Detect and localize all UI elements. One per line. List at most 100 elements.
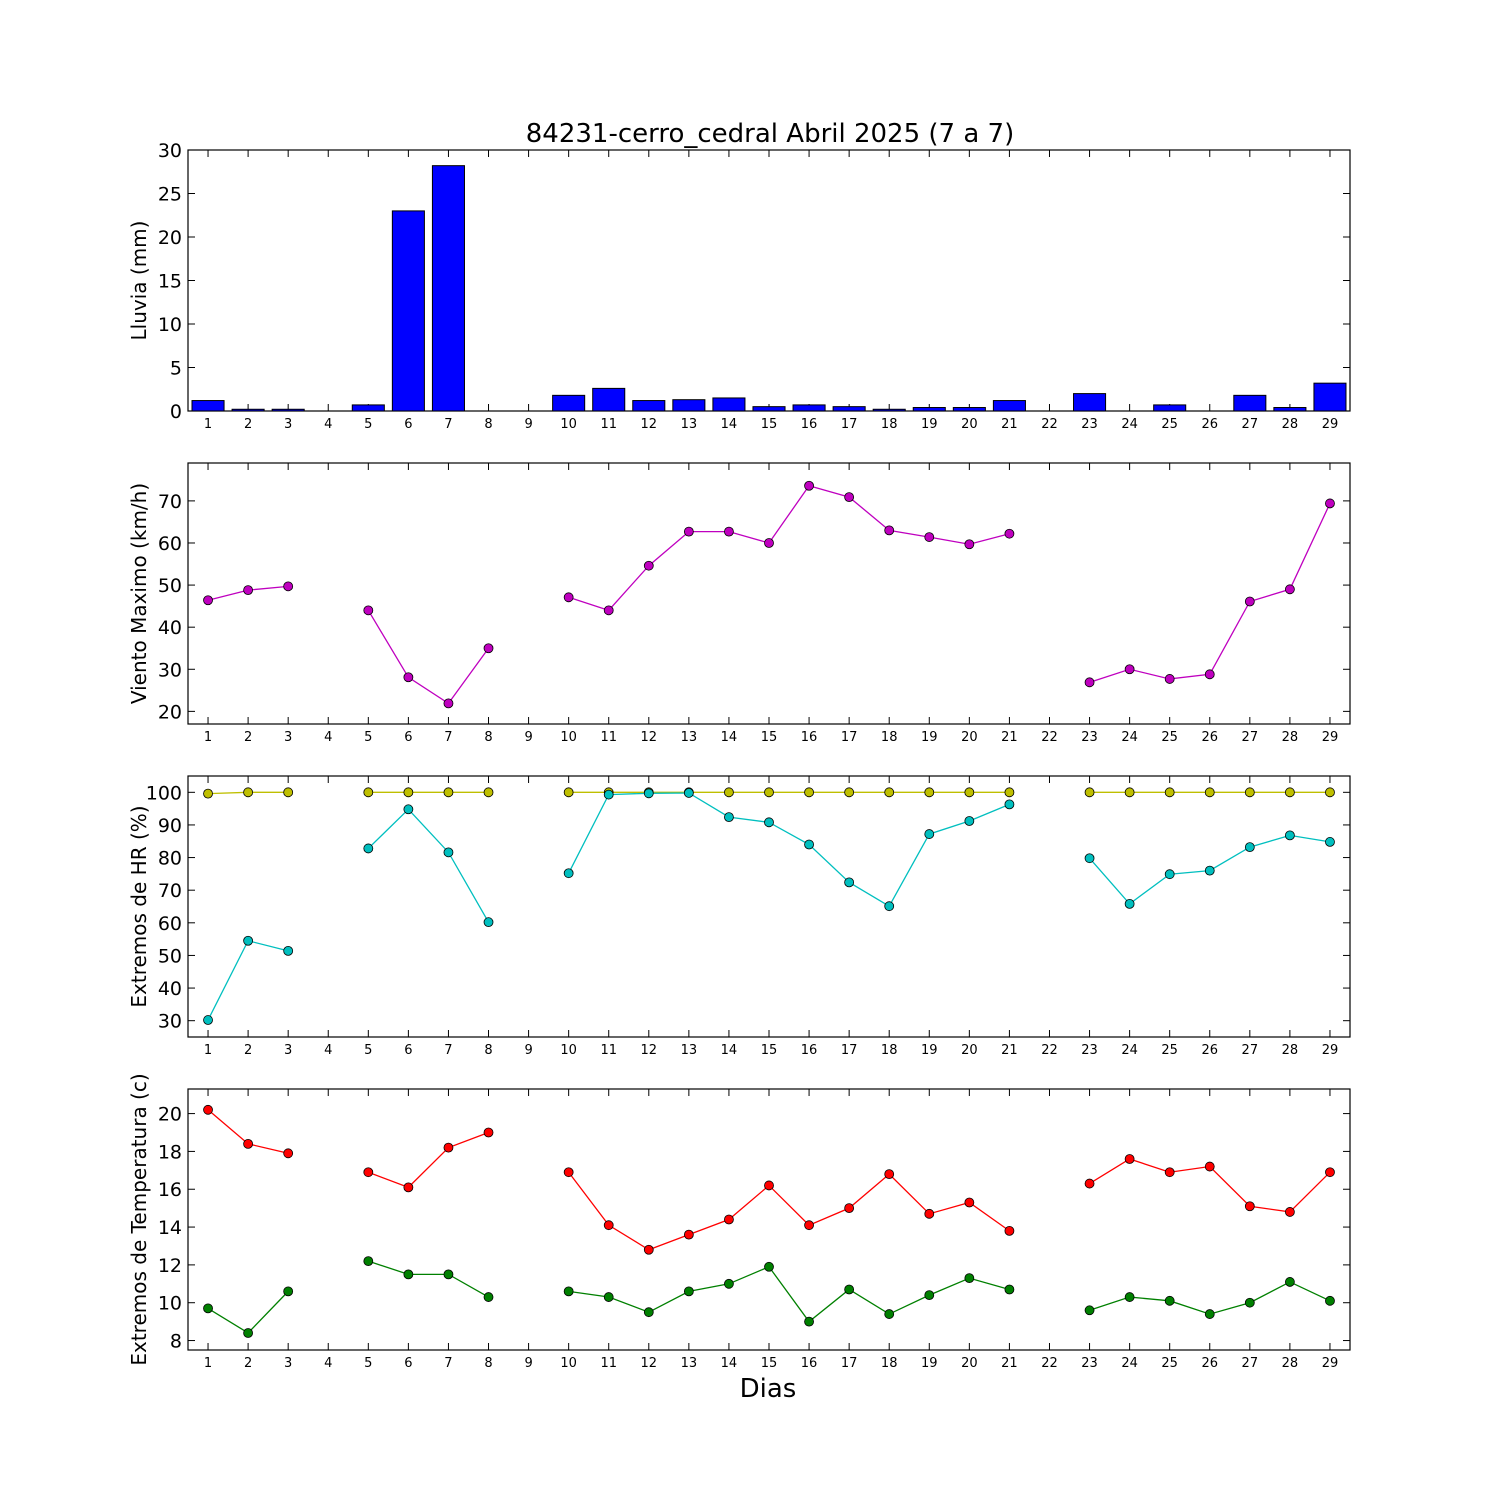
x-tick-label: 25 <box>1161 730 1178 745</box>
x-tick-label: 15 <box>761 417 778 432</box>
series-1-point-day-16 <box>804 480 814 491</box>
series-2-point-day-27 <box>1244 842 1255 853</box>
y-tick-label: 20 <box>158 1104 182 1126</box>
x-tick-label: 18 <box>881 1356 898 1371</box>
x-tick-label: 3 <box>284 1356 292 1371</box>
x-tick-label: 19 <box>921 730 938 745</box>
x-tick-label: 5 <box>364 417 372 432</box>
series-1-line <box>1089 503 1331 683</box>
series-1-point-day-3 <box>283 581 294 592</box>
series-1-point-day-19 <box>924 1208 935 1219</box>
x-tick-label: 22 <box>1041 730 1058 745</box>
series-2-line <box>367 808 490 923</box>
series-2-line <box>368 1260 489 1298</box>
series-2-point-day-25 <box>1164 869 1175 880</box>
y-tick-label: 0 <box>170 401 182 423</box>
series-2-point-day-7 <box>443 1269 454 1280</box>
series-1-point-day-14 <box>724 787 734 798</box>
series-1-point-day-20 <box>964 787 975 798</box>
series-1-point-day-8 <box>483 1127 494 1138</box>
series-2-point-day-20 <box>964 1273 975 1284</box>
bar-day-3 <box>271 408 305 412</box>
x-tick-label: 1 <box>204 417 212 432</box>
series-1-point-day-25 <box>1164 674 1175 684</box>
x-tick-label: 27 <box>1242 730 1259 745</box>
x-tick-label: 22 <box>1041 1043 1058 1058</box>
series-1-point-day-26 <box>1204 787 1215 798</box>
x-tick-label: 1 <box>204 730 212 745</box>
series-1-point-day-6 <box>403 787 414 798</box>
x-tick-label: 6 <box>404 1043 412 1058</box>
series-2-point-day-18 <box>884 901 895 912</box>
series-1-point-day-1 <box>203 788 213 799</box>
y-tick-label: 30 <box>158 1011 182 1033</box>
series-1-point-day-21 <box>1004 1225 1015 1236</box>
x-tick-label: 11 <box>600 417 617 432</box>
x-tick-label: 17 <box>841 1043 858 1058</box>
x-tick-label: 20 <box>961 730 978 745</box>
series-1-point-day-28 <box>1284 787 1295 798</box>
x-tick-label: 6 <box>404 730 412 745</box>
y-tick-label: 10 <box>158 1293 182 1315</box>
x-tick-label: 27 <box>1242 1356 1259 1371</box>
series-1-point-day-24 <box>1124 1154 1135 1164</box>
series-2-point-day-10 <box>563 1286 574 1297</box>
y-tick-label: 40 <box>158 617 182 639</box>
x-tick-label: 17 <box>841 1356 858 1371</box>
series-1-point-day-27 <box>1244 596 1255 607</box>
series-2-point-day-17 <box>844 877 855 888</box>
series-1-point-day-7 <box>443 1142 454 1153</box>
x-tick-label: 8 <box>484 1356 492 1371</box>
x-tick-label: 11 <box>600 1356 617 1371</box>
series-2-line <box>207 1290 289 1334</box>
x-tick-label: 9 <box>524 417 532 432</box>
x-tick-label: 7 <box>444 730 452 745</box>
bar-day-14 <box>712 397 746 412</box>
x-tick-label: 23 <box>1081 417 1098 432</box>
y-tick-label: 50 <box>158 945 182 967</box>
x-tick-label: 28 <box>1282 730 1299 745</box>
series-2-point-day-11 <box>603 789 614 800</box>
series-1-point-day-11 <box>603 1220 614 1231</box>
x-tick-label: 9 <box>524 730 532 745</box>
y-tick-label: 40 <box>158 978 182 1000</box>
series-1-point-day-20 <box>964 539 975 550</box>
x-tick-label: 18 <box>881 1043 898 1058</box>
series-2-point-day-2 <box>243 935 254 946</box>
series-1-point-day-16 <box>804 787 814 798</box>
x-tick-label: 17 <box>841 417 858 432</box>
y-tick-label: 60 <box>158 913 182 935</box>
x-tick-label: 6 <box>404 1356 412 1371</box>
bar-day-12 <box>632 400 666 412</box>
y-tick-label: 15 <box>158 271 182 293</box>
plot-frame <box>187 775 1351 1038</box>
series-1-point-day-27 <box>1244 787 1255 798</box>
bar-day-6 <box>391 210 425 412</box>
x-tick-label: 10 <box>560 417 577 432</box>
x-tick-label: 20 <box>961 1356 978 1371</box>
series-1-point-day-19 <box>924 532 935 542</box>
x-tick-label: 14 <box>721 417 738 432</box>
y-axis-label: Lluvia (mm) <box>127 221 151 341</box>
x-tick-label: 18 <box>881 730 898 745</box>
x-tick-label: 10 <box>560 1356 577 1371</box>
y-tick-label: 90 <box>158 815 182 837</box>
plot-frame <box>187 1088 1351 1351</box>
series-1-point-day-17 <box>844 492 855 502</box>
x-tick-label: 3 <box>284 417 292 432</box>
series-1-point-day-2 <box>243 585 254 596</box>
series-2-point-day-1 <box>203 1015 213 1025</box>
bar-day-15 <box>752 406 786 412</box>
series-1-point-day-1 <box>203 595 213 606</box>
series-2-point-day-6 <box>403 804 414 815</box>
x-tick-label: 21 <box>1001 730 1018 745</box>
x-tick-label: 8 <box>484 730 492 745</box>
x-tick-label: 29 <box>1322 730 1339 745</box>
x-tick-label: 2 <box>244 730 252 745</box>
series-1-point-day-17 <box>844 787 855 798</box>
series-1-point-day-10 <box>563 592 574 603</box>
series-1-point-day-13 <box>683 526 694 537</box>
x-tick-label: 23 <box>1081 1043 1098 1058</box>
